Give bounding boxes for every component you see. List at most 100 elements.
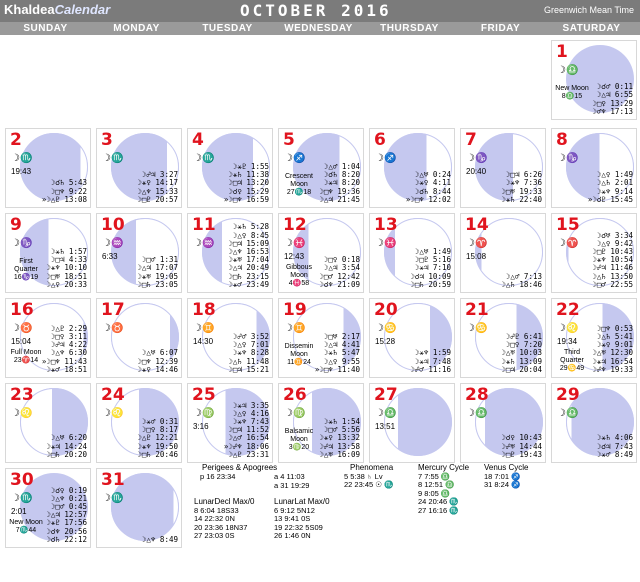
day-number: 24 [101, 385, 125, 405]
day-cell: 15 ☽♈ ☽☌♅ 3:34 ☽△♀ 9:42 ☽□♇ 10:43 ☽⚹♆ 10:5… [551, 213, 637, 293]
day-cell: 19 ☽♊ Dissemin Moon 11♊24 ☽□♅ 2:17 ☽△♃ 4:41… [278, 298, 364, 378]
sign-ingress-time: 6:33 [102, 252, 118, 261]
day-cell: 17 ☽♉ ☽△♅ 6:07 ☽□♆ 12:39 ☽⚹♀ 14:46 [96, 298, 182, 378]
day-number: 25 [192, 385, 216, 405]
aspect-list: ☽△♂ 1:04 ☽☌♄ 8:20 ☽⚹♃ 8:20 ☽□♆ 19:36 ☽△♃… [319, 161, 360, 204]
legend-lat-row: 26 1:46 0N [274, 531, 311, 540]
day-cell: 4 ☽♏ ☽⚹♇ 1:55 ☽⚹♄ 11:38 ☽□♃ 13:20 ☽☌♀ 15:2… [187, 128, 273, 208]
moon-lit-shape [202, 218, 270, 286]
sign-ingress-time: 19:34 [557, 337, 578, 346]
sign-ingress-time: 15:08 [466, 252, 487, 261]
day-cell: 5 ☽♐ Crescent Moon 27♏18 ☽△♂ 1:04 ☽☌♄ 8:20 … [278, 128, 364, 208]
day-number: 15 [556, 215, 580, 235]
aspect-list: ☽□♀ 0:18 ☽△♃ 3:54 ☽□♂ 12:42 ☽☌♆ 21:09 [319, 255, 360, 289]
moon-lit-shape [202, 303, 270, 371]
day-number: 2 [10, 130, 22, 150]
day-number: 31 [101, 470, 125, 490]
legend-decl-row: 27 23:03 0S [194, 531, 235, 540]
weekday-saturday: SATURDAY [562, 23, 621, 34]
weekday-wednesday: WEDNESDAY [284, 23, 353, 34]
sign-ingress-time: 19:43 [11, 167, 32, 176]
day-cell: 11 ☽♒ ☽⚹♄ 5:28 ☽△♀ 8:45 ☽□♃ 15:09 ☽△♆ 16:5… [187, 213, 273, 293]
legend-decl-title: LunarDecl Max/0 [194, 497, 255, 506]
moon-phase-label: Full Moon 23♈14 [10, 349, 42, 364]
aspect-list: ☽☌♀ 0:19 ☽△♆ 0:21 ☽□♂ 0:45 ☽△♃ 12:57 ☽⚹♇… [46, 485, 87, 544]
day-cell: 1 ☽♎ New Moon 8♎15 ☽☌♂ 0:11 ☽△♃ 6:55 ☽□♀ 13… [551, 40, 637, 120]
legend-phenomena: Phenomena 5 5:38 ♄ Lv 22 23:45 ☉ ♏ [344, 463, 414, 490]
moon-sign: ☽♍ [193, 408, 215, 419]
moon-lit-shape [202, 388, 270, 456]
moon-sign: ☽♑ [557, 153, 579, 164]
legend-lat: LunarLat Max/0 6 9:12 5N12 13 9:41 0S 19… [274, 497, 348, 541]
day-number: 28 [465, 385, 489, 405]
weekday-header: SUNDAY MONDAY TUESDAY WEDNESDAY THURSDAY… [0, 22, 640, 35]
legend-decl-row: 20 23:36 18N37 [194, 522, 248, 532]
legend-perigees-row: a 31 19:29 [274, 480, 310, 490]
day-cell: 8 ☽♑ ☽△♀ 1:49 ☽△♄ 2:01 ☽⚹♆ 9:14 »☽☌♇ 15:45 [551, 128, 637, 208]
day-number: 7 [465, 130, 477, 150]
legend-mercury-row: 7 7:55 ♎ [418, 471, 451, 481]
legend-lat-row: 6 9:12 5N12 [274, 505, 315, 515]
legend-perigees-row: a 4 11:03 [274, 472, 305, 481]
day-number: 14 [465, 215, 489, 235]
moon-sign: ☽♌ [11, 408, 33, 419]
weekday-sunday: SUNDAY [23, 23, 68, 34]
aspect-list: ☽△♅ 6:07 ☽□♆ 12:39 ☽⚹♀ 14:46 [137, 348, 178, 374]
day-number: 8 [556, 130, 568, 150]
month-title: OCTOBER 2016 [240, 1, 392, 20]
moon-lit-shape [566, 388, 634, 456]
day-number: 10 [101, 215, 125, 235]
day-number: 4 [192, 130, 204, 150]
day-cell: 10 ☽♒ 6:33 ☽□♂ 1:31 ☽△♃ 17:07 ☽⚹♅ 19:05 ☽□♄… [96, 213, 182, 293]
day-number: 12 [283, 215, 307, 235]
legend-mercury-row: 8 12:51 ♎ [418, 480, 455, 489]
moon-sign: ☽♎ [557, 408, 579, 419]
day-cell: 12 ☽♓ 12:43 Gibbous Moon 4♓58 ☽□♀ 0:18 ☽△♃ 3… [278, 213, 364, 293]
day-number: 23 [10, 385, 34, 405]
day-cell: 29 ☽♎ ☽⚹♄ 4:06 ☽☌♃ 7:43 ☽⚹♂ 8:49 [551, 383, 637, 463]
aspect-list: ☽□♃ 6:26 ☽⚹♆ 7:36 ☽□♅ 19:33 ☽⚹♄ 22:40 [501, 170, 542, 204]
aspect-list: ☽△♇ 2:29 ☽□♀ 3:11 ☽☍♃ 4:22 ☽△♆ 6:30 »☽□♆… [41, 323, 87, 374]
brand-logo: KhaldeaCalendar [4, 2, 111, 17]
day-number: 27 [374, 385, 398, 405]
day-number: 30 [10, 470, 34, 490]
moon-sign: ☽♏ [102, 493, 124, 504]
day-cell: 16 ☽♉ 15:04 Full Moon 23♈14 ☽△♇ 2:29 ☽□♀ 3:1… [5, 298, 91, 378]
sign-ingress-time: 12:43 [284, 252, 305, 261]
aspect-list: ☽□♆ 0:53 ☽△♄ 5:41 ☽⚹♀ 9:01 ☽△♅ 12:30 ☽⚹♃… [592, 323, 633, 374]
legend-decl-row: 14 22:32 0N [194, 514, 235, 523]
moon-lit-shape [384, 133, 452, 201]
moon-sign: ☽♏ [11, 493, 33, 504]
moon-lit-shape [566, 303, 634, 371]
moon-sign: ☽♎ [557, 65, 579, 76]
weekday-thursday: THURSDAY [380, 23, 439, 34]
moon-lit-shape [566, 218, 634, 286]
moon-lit-shape [111, 218, 179, 286]
day-cell: 14 ☽♈ 15:08 ☽△♂ 7:13 ☽△♄ 18:46 [460, 213, 546, 293]
day-cell: 28 ☽♎ ☽☌♀ 10:43 ☽☍♅ 14:44 ☽□♇ 19:43 [460, 383, 546, 463]
moon-sign: ☽♍ [284, 408, 306, 419]
moon-sign: ☽♒ [102, 238, 124, 249]
day-number: 6 [374, 130, 386, 150]
legend-mercury-row: 24 20:46 ♏ [418, 497, 459, 506]
moon-lit-shape [20, 303, 88, 371]
day-number: 9 [10, 215, 22, 235]
moon-sign: ☽♊ [284, 323, 306, 334]
moon-sign: ☽♏ [102, 153, 124, 164]
moon-phase-label: Dissemin Moon 11♊24 [284, 343, 314, 366]
day-cell: 24 ☽♌ ☽⚹♂ 0:31 ☽□♀ 8:17 ☽△♇ 12:21 ☽⚹♆ 19:5… [96, 383, 182, 463]
aspect-list: ☽⚹♂ 0:31 ☽□♀ 8:17 ☽△♇ 12:21 ☽⚹♆ 19:50 ☽□… [137, 416, 178, 459]
day-number: 18 [192, 300, 216, 320]
moon-lit-shape [384, 303, 452, 371]
moon-lit-shape [20, 388, 88, 456]
moon-phase-label: Third Quarter 29♋49 [559, 349, 585, 372]
aspect-list: ☽△♂ 7:13 ☽△♄ 18:46 [501, 271, 542, 289]
day-cell: 6 ☽♐ ☽△♅ 0:24 ☽⚹♀ 4:11 ☽☌♄ 8:44 »☽□♆ 12:02 [369, 128, 455, 208]
aspect-list: ☽☌♄ 5:43 ☽□♆ 9:22 »☽△♇ 13:08 [41, 178, 87, 204]
moon-sign: ☽♓ [375, 238, 397, 249]
moon-phase-label: Crescent Moon 27♏18 [284, 173, 313, 196]
aspect-list: ☽△♀ 1:49 ☽△♄ 2:01 ☽⚹♆ 9:14 »☽☌♇ 15:45 [587, 170, 633, 204]
moon-sign: ☽♉ [102, 323, 124, 334]
day-number: 3 [101, 130, 113, 150]
aspect-list: ☽⚹♆ 1:59 ☽⚹♃ 7:48 ☽☍♂ 11:16 [410, 348, 451, 374]
